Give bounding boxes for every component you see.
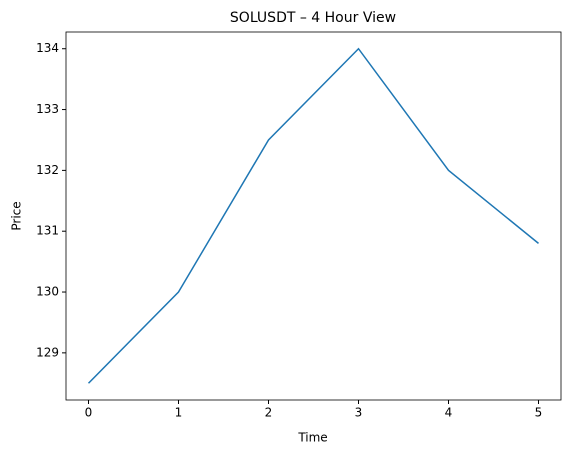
y-tick-label: 133 xyxy=(36,102,59,116)
x-tick-label: 0 xyxy=(85,406,93,420)
chart-title: SOLUSDT – 4 Hour View xyxy=(230,10,396,26)
x-tick-label: 3 xyxy=(355,406,363,420)
plot-frame xyxy=(65,31,562,401)
y-axis-label: Price xyxy=(10,201,24,230)
y-tick-label: 130 xyxy=(36,285,59,299)
x-tick-label: 5 xyxy=(535,406,543,420)
x-tick-label: 4 xyxy=(445,406,453,420)
y-tick-label: 129 xyxy=(36,345,59,359)
line-series xyxy=(87,47,539,384)
x-axis-label: Time xyxy=(297,431,327,445)
x-tick-label: 2 xyxy=(265,406,273,420)
y-tick-label: 132 xyxy=(36,163,59,177)
y-tick-label: 131 xyxy=(36,224,59,238)
x-tick-label: 1 xyxy=(175,406,183,420)
y-tick-label: 134 xyxy=(36,41,59,55)
